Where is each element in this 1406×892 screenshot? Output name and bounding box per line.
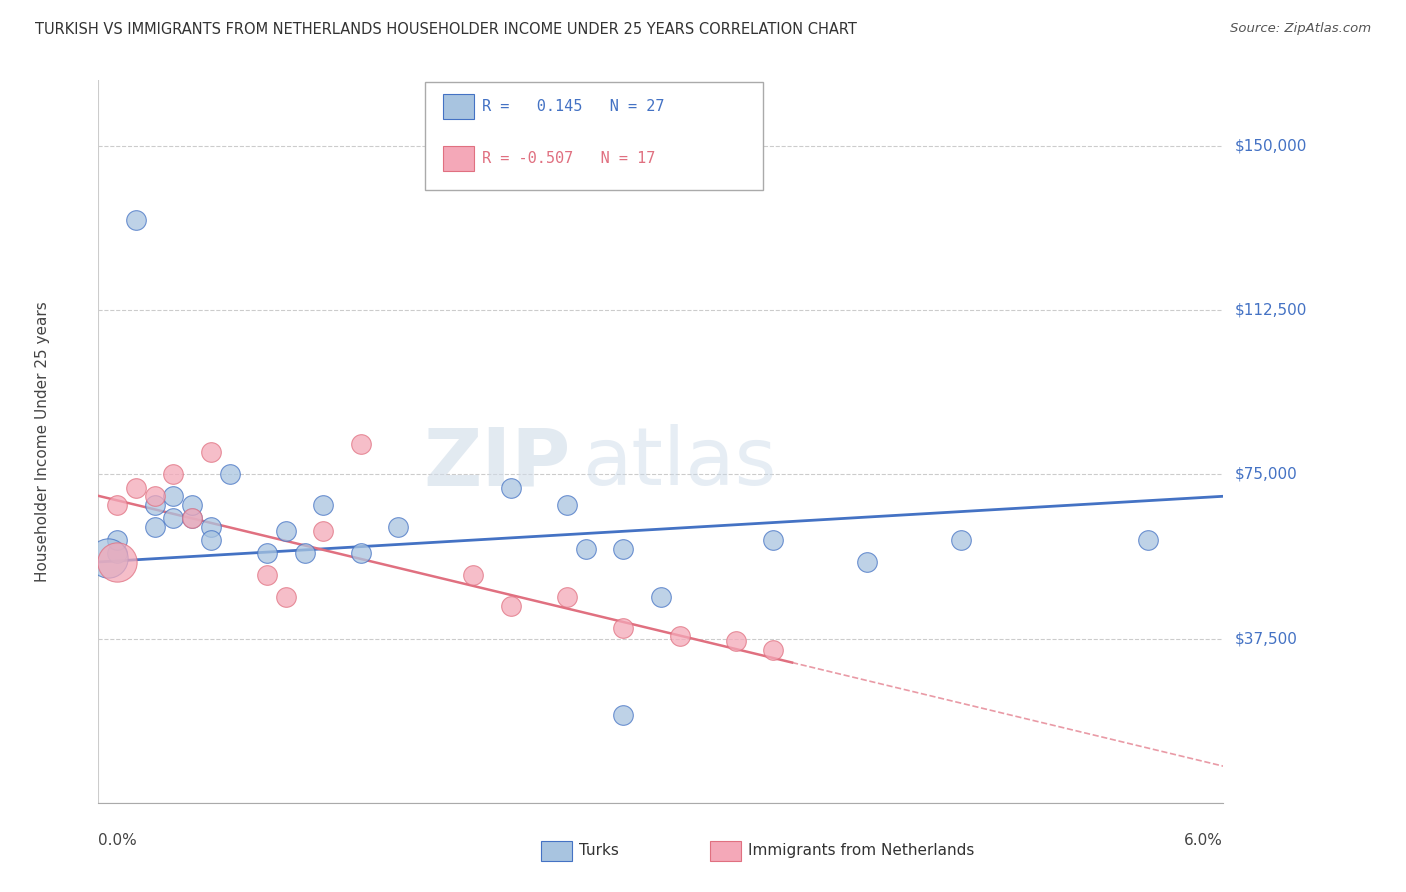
Point: [612, 708, 634, 723]
Text: $37,500: $37,500: [1234, 632, 1298, 646]
Point: [105, 555, 128, 569]
Point: [312, 498, 335, 512]
Point: [143, 498, 166, 512]
Point: [143, 489, 166, 503]
Text: $75,000: $75,000: [1234, 467, 1298, 482]
Point: [555, 498, 578, 512]
Text: $150,000: $150,000: [1234, 138, 1306, 153]
Point: [724, 633, 747, 648]
Text: Turks: Turks: [579, 844, 619, 858]
Point: [125, 481, 148, 495]
Text: Householder Income Under 25 years: Householder Income Under 25 years: [35, 301, 49, 582]
Point: [200, 520, 222, 534]
Text: atlas: atlas: [582, 425, 776, 502]
Point: [650, 590, 672, 604]
Point: [350, 436, 373, 450]
Text: TURKISH VS IMMIGRANTS FROM NETHERLANDS HOUSEHOLDER INCOME UNDER 25 YEARS CORRELA: TURKISH VS IMMIGRANTS FROM NETHERLANDS H…: [35, 22, 858, 37]
Point: [949, 533, 972, 547]
Point: [575, 541, 598, 556]
Point: [162, 511, 184, 525]
Text: Immigrants from Netherlands: Immigrants from Netherlands: [748, 844, 974, 858]
Point: [499, 481, 522, 495]
Point: [612, 541, 634, 556]
Point: [125, 213, 148, 227]
Point: [762, 642, 785, 657]
Point: [162, 467, 184, 482]
Point: [1137, 533, 1160, 547]
Text: $112,500: $112,500: [1234, 302, 1306, 318]
Point: [612, 621, 634, 635]
Text: 0.0%: 0.0%: [98, 833, 138, 848]
Text: R = -0.507   N = 17: R = -0.507 N = 17: [482, 152, 655, 166]
Point: [181, 511, 204, 525]
Point: [181, 498, 204, 512]
Point: [256, 546, 278, 560]
Text: ZIP: ZIP: [423, 425, 571, 502]
Text: 6.0%: 6.0%: [1184, 833, 1223, 848]
Point: [256, 568, 278, 582]
Point: [294, 546, 316, 560]
Point: [200, 445, 222, 459]
Point: [105, 533, 128, 547]
Point: [856, 555, 879, 569]
Point: [143, 520, 166, 534]
Point: [162, 489, 184, 503]
Point: [218, 467, 240, 482]
Point: [668, 629, 690, 643]
Text: Source: ZipAtlas.com: Source: ZipAtlas.com: [1230, 22, 1371, 36]
Point: [762, 533, 785, 547]
Point: [274, 590, 297, 604]
Point: [97, 550, 120, 565]
Point: [350, 546, 373, 560]
Point: [105, 546, 128, 560]
Point: [499, 599, 522, 613]
Point: [200, 533, 222, 547]
Point: [312, 524, 335, 539]
Point: [274, 524, 297, 539]
Point: [463, 568, 485, 582]
Point: [387, 520, 409, 534]
Point: [181, 511, 204, 525]
Point: [105, 498, 128, 512]
Text: R =   0.145   N = 27: R = 0.145 N = 27: [482, 99, 665, 113]
Point: [555, 590, 578, 604]
